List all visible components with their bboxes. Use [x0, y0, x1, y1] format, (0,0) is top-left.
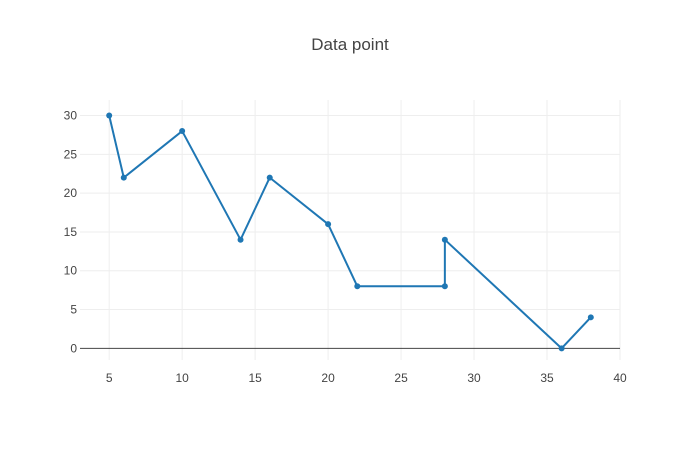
data-point[interactable] — [325, 221, 332, 228]
y-tick-label: 20 — [64, 186, 78, 200]
data-point[interactable] — [587, 314, 594, 321]
data-point[interactable] — [266, 174, 273, 181]
x-tick-label: 20 — [321, 371, 335, 385]
y-tick-label: 15 — [64, 225, 78, 239]
data-point[interactable] — [558, 345, 565, 352]
x-tick-label: 35 — [540, 371, 554, 385]
y-tick-label: 25 — [64, 147, 78, 161]
x-tick-label: 40 — [613, 371, 627, 385]
x-tick-label: 5 — [106, 371, 113, 385]
chart-title: Data point — [311, 35, 389, 54]
data-point[interactable] — [237, 236, 244, 243]
y-tick-label: 10 — [64, 264, 78, 278]
series-layer — [106, 112, 594, 352]
data-point[interactable] — [441, 283, 448, 290]
data-point[interactable] — [120, 174, 127, 181]
data-point[interactable] — [354, 283, 361, 290]
data-point[interactable] — [441, 236, 448, 243]
y-tick-label: 5 — [70, 303, 77, 317]
y-tick-label: 0 — [70, 341, 77, 355]
data-point[interactable] — [106, 112, 113, 119]
x-tick-label: 30 — [467, 371, 481, 385]
grid-layer — [80, 100, 621, 360]
x-tick-label: 15 — [248, 371, 262, 385]
x-tick-label: 10 — [175, 371, 189, 385]
axis-layer: 5 10 15 20 25 30 35 40 0 5 10 15 20 25 30 — [64, 109, 627, 385]
data-point[interactable] — [179, 128, 186, 135]
y-tick-label: 30 — [64, 109, 78, 123]
x-tick-label: 25 — [394, 371, 408, 385]
